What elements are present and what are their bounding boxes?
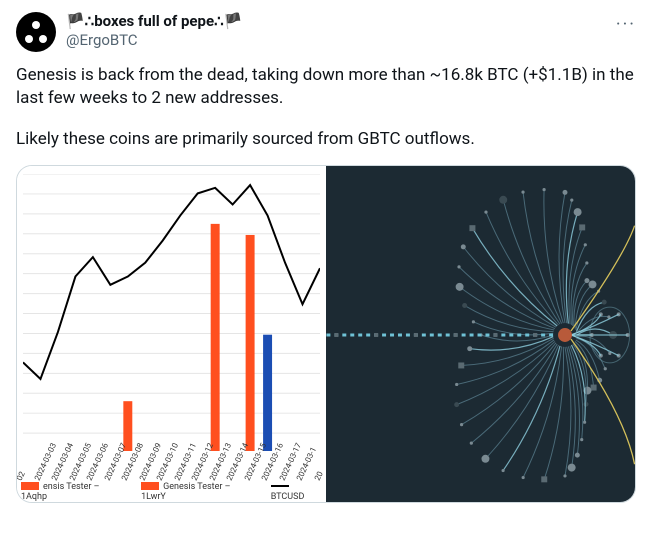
- legend-item: ensis Tester – 1Aqhp: [21, 482, 127, 502]
- legend-label: BTCUSD: [271, 492, 305, 502]
- network-panel: [326, 166, 635, 502]
- xaxis-tick: 20: [313, 470, 325, 482]
- legend-swatch: [21, 482, 39, 490]
- chart-panel: 022024-03-032024-03-042024-03-052024-03-…: [17, 166, 326, 502]
- names: 🏴∴boxes full of pepe∴🏴 @ErgoBTC: [66, 12, 242, 50]
- legend-swatch: [271, 485, 289, 487]
- tweet-header: 🏴∴boxes full of pepe∴🏴 @ErgoBTC ···: [16, 12, 636, 52]
- xaxis-tick: 02: [16, 470, 27, 482]
- legend-item: BTCUSD: [271, 482, 326, 502]
- avatar[interactable]: [16, 12, 56, 52]
- display-name[interactable]: 🏴∴boxes full of pepe∴🏴: [66, 12, 242, 31]
- tweet-body: Genesis is back from the dead, taking do…: [16, 64, 636, 151]
- chart-xaxis: 022024-03-032024-03-042024-03-052024-03-…: [17, 448, 326, 482]
- body-p2: Likely these coins are primarily sourced…: [16, 128, 636, 151]
- media-container[interactable]: 022024-03-032024-03-042024-03-052024-03-…: [16, 165, 636, 503]
- network-svg: [326, 166, 635, 502]
- handle[interactable]: @ErgoBTC: [66, 31, 242, 50]
- chart-svg: [23, 174, 320, 451]
- body-p1: Genesis is back from the dead, taking do…: [16, 64, 636, 110]
- legend-swatch: [141, 482, 159, 490]
- chart-legend: ensis Tester – 1Aqhp Genesis Tester – 1Lw…: [17, 484, 326, 500]
- more-button[interactable]: ···: [616, 12, 636, 35]
- legend-item: Genesis Tester – 1LwrY: [141, 482, 257, 502]
